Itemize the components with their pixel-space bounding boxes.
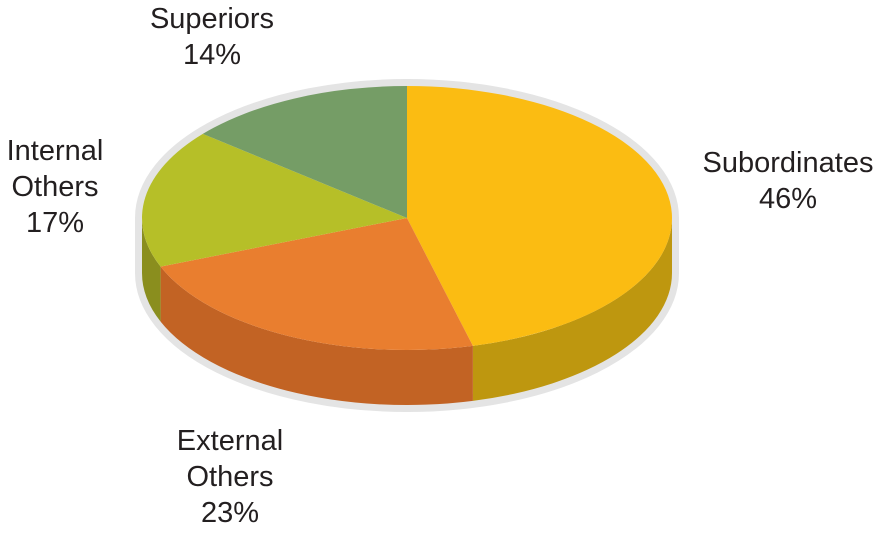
pie-slice-internal-others <box>142 133 408 267</box>
slice-label-external-others: External Others 23% <box>177 425 283 529</box>
pie-slice-subordinates <box>407 86 672 346</box>
pie-side-internal-others <box>142 218 161 322</box>
pie-side-subordinates <box>472 218 672 401</box>
slice-label-superiors: Superiors 14% <box>150 3 274 71</box>
pie-slice-superiors <box>202 86 407 218</box>
slice-label-internal-others: Internal Others 17% <box>7 135 104 239</box>
pie-side-external-others <box>160 266 473 405</box>
slice-label-subordinates: Subordinates 46% <box>703 147 874 215</box>
pie-slice-external-others <box>160 218 473 350</box>
